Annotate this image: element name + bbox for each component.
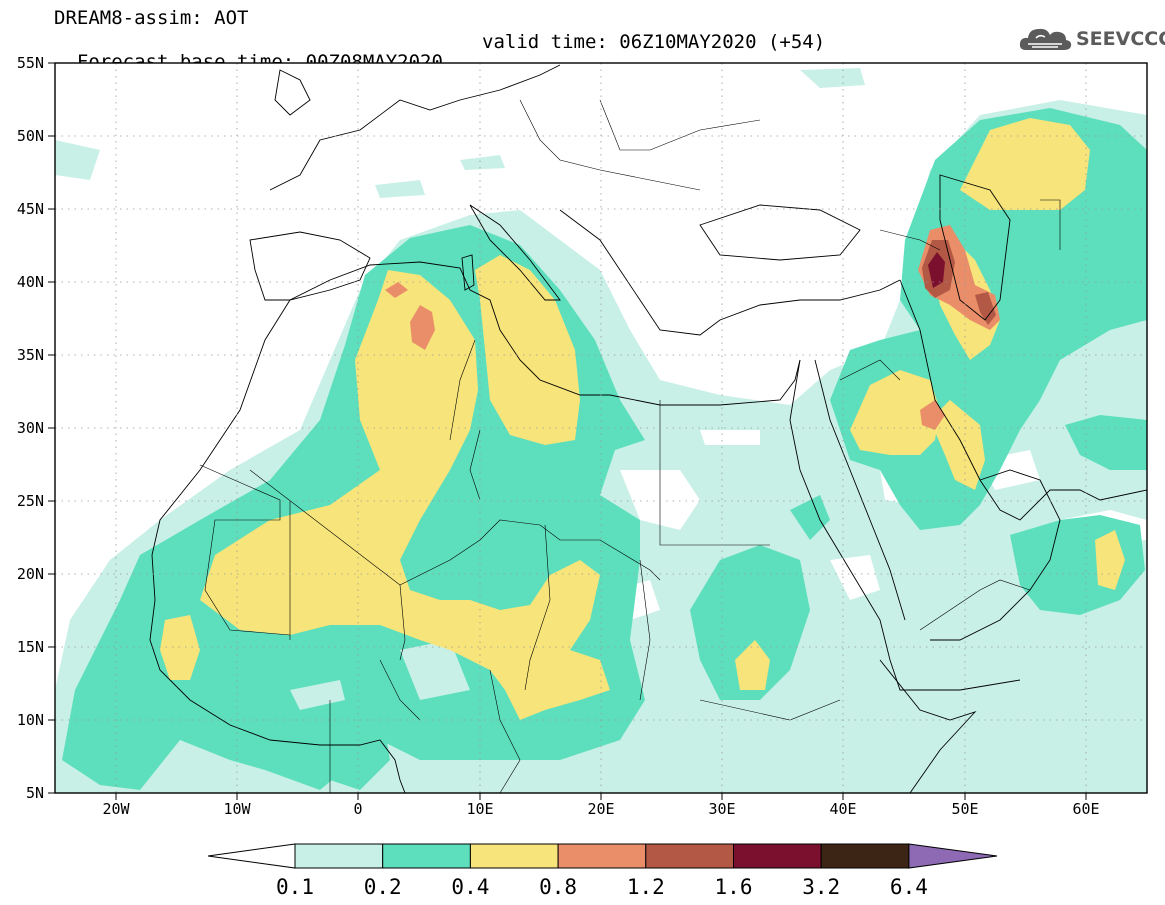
lat-label-10n: 10N (17, 711, 44, 729)
lon-labels: 20W 10W 0 10E 20E 30E 40E 50E 60E (102, 800, 1099, 818)
seevccc-logo: SEEVCCC (1018, 24, 1165, 54)
aot-gulf-light (290, 640, 470, 710)
lon-label-30e: 30E (708, 800, 735, 818)
lon-label-0: 0 (353, 800, 362, 818)
lat-label-35n: 35N (17, 346, 44, 364)
lon-label-10e: 10E (466, 800, 493, 818)
lat-label-45n: 45N (17, 200, 44, 218)
lat-label-15n: 15N (17, 638, 44, 656)
lon-label-50e: 50E (951, 800, 978, 818)
valid-time: valid time: 06Z10MAY2020 (+54) (482, 31, 826, 53)
lat-label-30n: 30N (17, 419, 44, 437)
lat-labels: 55N 50N 45N 40N 35N 30N 25N 20N 15N 10N … (17, 54, 44, 802)
lon-label-60e: 60E (1072, 800, 1099, 818)
lon-label-20e: 20E (587, 800, 614, 818)
aot-level-1.6 (928, 252, 945, 288)
country-borders (199, 99, 1061, 793)
lat-label-20n: 20N (17, 565, 44, 583)
lon-label-40e: 40E (829, 800, 856, 818)
lat-label-40n: 40N (17, 273, 44, 291)
lat-label-25n: 25N (17, 492, 44, 510)
chart-title: DREAM8-assim: AOT (54, 7, 249, 29)
logo-text: SEEVCCC (1076, 28, 1165, 50)
coastlines (149, 64, 1147, 793)
lat-label-5n: 5N (26, 784, 44, 802)
graticule (55, 63, 1147, 793)
lat-label-55n: 55N (17, 54, 44, 72)
lon-label-10w: 10W (223, 800, 251, 818)
lon-label-20w: 20W (102, 800, 130, 818)
cloud-icon (1019, 28, 1072, 50)
lat-label-50n: 50N (17, 127, 44, 145)
ticks (48, 62, 1087, 800)
